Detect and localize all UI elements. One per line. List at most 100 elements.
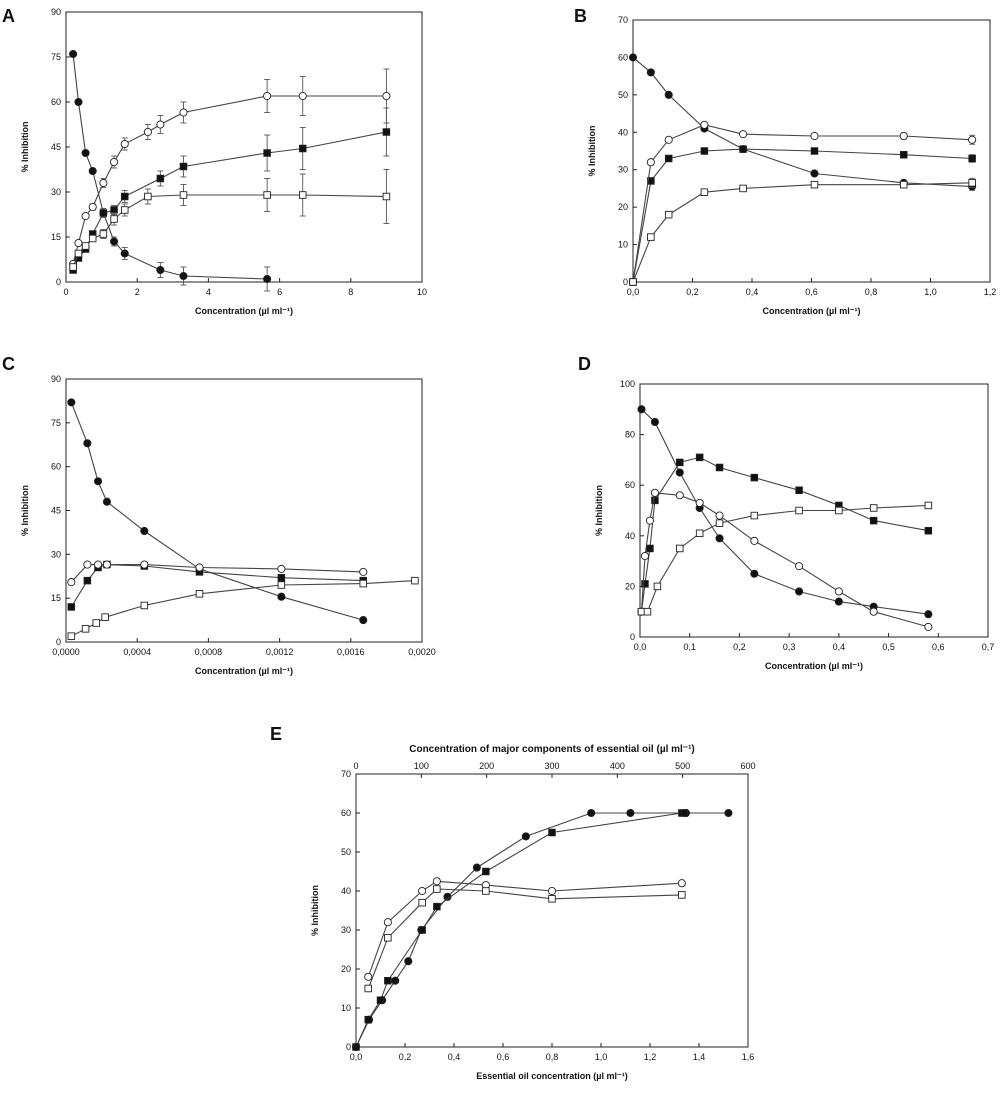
x-tick-label: 0,8 xyxy=(865,287,878,297)
data-point xyxy=(99,230,108,238)
data-point xyxy=(795,506,803,515)
data-point xyxy=(120,192,129,201)
y-axis-label: % Inhibition xyxy=(587,126,597,177)
y-tick-label: 100 xyxy=(620,379,635,389)
x2-tick-label: 600 xyxy=(740,761,755,771)
data-point xyxy=(750,569,759,578)
data-point xyxy=(432,877,441,886)
series-filled-square xyxy=(637,453,933,616)
x-tick-label: 0,4 xyxy=(746,287,759,297)
data-point xyxy=(628,53,638,62)
data-point xyxy=(548,828,556,837)
data-point xyxy=(924,610,933,619)
data-point xyxy=(810,147,819,155)
y-tick-label: 0 xyxy=(630,632,635,642)
data-point xyxy=(715,463,724,472)
data-point xyxy=(675,468,684,477)
data-point xyxy=(968,154,976,163)
data-point xyxy=(835,506,843,515)
series-filled-circle xyxy=(67,398,368,625)
data-point xyxy=(645,516,654,525)
y-tick-label: 0 xyxy=(56,277,61,287)
series-line xyxy=(72,53,268,280)
data-point xyxy=(156,174,165,183)
data-point xyxy=(92,619,101,627)
data-point xyxy=(695,498,704,507)
data-point xyxy=(140,560,149,569)
x-axis-label: Essential oil concentration (µl ml⁻¹) xyxy=(476,1071,627,1081)
data-point xyxy=(418,886,427,896)
data-point xyxy=(74,238,83,248)
data-point xyxy=(810,180,819,189)
data-point xyxy=(647,233,655,241)
x-tick-label: 0,3 xyxy=(783,642,796,652)
data-point xyxy=(81,242,90,250)
data-point xyxy=(795,587,804,596)
x-tick-label: 0,1 xyxy=(683,642,696,652)
x-tick-label: 0,2 xyxy=(733,642,746,652)
series-line xyxy=(355,812,685,1048)
x-tick-label: 0,0012 xyxy=(266,647,294,657)
series-filled-circle xyxy=(351,808,733,1052)
series-line xyxy=(71,580,415,637)
y-tick-label: 15 xyxy=(51,593,61,603)
data-point xyxy=(643,607,652,616)
data-point xyxy=(664,210,673,219)
data-point xyxy=(140,526,149,536)
data-point xyxy=(277,592,286,601)
x-tick-label: 0,6 xyxy=(497,1052,510,1062)
x-axis-label: Concentration (µl ml⁻¹) xyxy=(195,666,293,676)
data-point xyxy=(924,622,933,631)
y-tick-label: 70 xyxy=(618,15,628,25)
data-point xyxy=(277,581,286,589)
data-point xyxy=(110,206,118,214)
data-point xyxy=(383,918,392,927)
data-point xyxy=(179,271,188,281)
data-point xyxy=(700,120,709,129)
series-filled-square xyxy=(69,107,391,274)
data-point xyxy=(680,809,689,817)
data-point xyxy=(67,578,76,587)
series-filled-square xyxy=(629,145,976,286)
x2-tick-label: 200 xyxy=(479,761,494,771)
x-tick-label: 0,7 xyxy=(982,642,995,652)
data-point xyxy=(179,191,188,199)
data-point xyxy=(810,169,819,178)
x-tick-label: 0,2 xyxy=(686,287,699,297)
chart-panel-b: 0,0 0,2 0,4 0,6 0,8 1,0 1,2 0 10 20 30 40 50 60 70 Conc… xyxy=(587,15,996,316)
y-tick-label: 20 xyxy=(618,202,628,212)
data-point xyxy=(640,551,650,561)
series-open-square xyxy=(69,169,391,271)
y-tick-label: 0 xyxy=(346,1042,351,1052)
data-point xyxy=(83,560,92,569)
x-tick-label: 10 xyxy=(417,287,427,297)
series-open-square xyxy=(637,501,933,616)
series-open-square xyxy=(67,576,419,640)
plot-frame xyxy=(639,383,989,638)
data-point xyxy=(67,398,76,407)
series-line xyxy=(632,124,973,283)
data-point xyxy=(651,496,659,505)
x-tick-label: 6 xyxy=(277,287,282,297)
y-tick-label: 45 xyxy=(51,506,61,516)
data-point xyxy=(418,898,426,907)
data-point xyxy=(521,832,530,841)
data-point xyxy=(482,887,490,895)
y-tick-label: 60 xyxy=(51,462,61,472)
data-point xyxy=(298,191,307,199)
data-point xyxy=(676,458,684,467)
data-point xyxy=(83,576,92,585)
data-point xyxy=(81,148,90,158)
data-point xyxy=(376,996,385,1004)
x-tick-label: 0,0004 xyxy=(123,647,151,657)
data-point xyxy=(626,808,635,818)
data-point xyxy=(482,867,490,876)
data-point xyxy=(739,130,748,139)
panel-letter-c: C xyxy=(2,354,15,374)
data-point xyxy=(88,234,97,243)
data-point xyxy=(110,157,119,167)
data-point xyxy=(120,249,129,258)
data-point xyxy=(700,147,709,155)
data-point xyxy=(968,179,976,187)
